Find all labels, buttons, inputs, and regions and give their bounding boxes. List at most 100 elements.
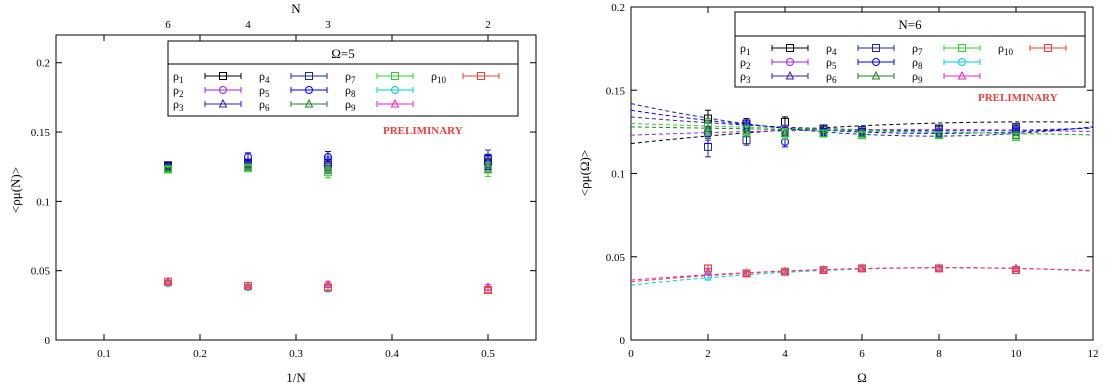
legend-label-subscript: 1 [746, 47, 751, 57]
data-point [484, 286, 492, 295]
chart-right: 0 2 4 6 8 10 12 00.050.10.150.2 Ω <ρμ(Ω)> N=6 … [577, 2, 1099, 385]
legend-label-subscript: 2 [746, 61, 751, 71]
y-tick-label: 0 [620, 335, 626, 347]
legend-label-subscript: 4 [265, 75, 270, 85]
y-tick-label: 0.05 [606, 252, 626, 264]
preliminary-annotation: PRELIMINARY [978, 92, 1058, 104]
data-point [244, 281, 252, 290]
legend-label-subscript: 9 [351, 103, 356, 113]
data-point [244, 153, 252, 161]
legend-marker [219, 86, 227, 94]
legend-label-subscript: 5 [265, 89, 270, 99]
x-tick-label: 0.2 [193, 348, 207, 360]
y-axis-label: <ρμ(Ω)> [577, 150, 592, 196]
legend-marker [1044, 44, 1052, 52]
y-tick-label: 0.15 [606, 85, 626, 97]
legend-entry-rho-8: ρ8 [345, 83, 414, 99]
legend-label-subscript: 8 [351, 89, 356, 99]
legend-marker [305, 86, 313, 94]
data-point [742, 269, 751, 278]
x-tick-label: 12 [1088, 348, 1099, 360]
legend-label-subscript: 7 [351, 75, 356, 85]
legend-entry-rho-6: ρ6 [826, 69, 895, 85]
legend-label-subscript: 2 [179, 89, 184, 99]
legend-label-subscript: 4 [832, 47, 837, 57]
legend-label: ρ5 [826, 55, 837, 71]
legend-entry-rho-9: ρ9 [912, 69, 981, 85]
x-axis-ticks: 0 2 4 6 8 10 12 [628, 7, 1099, 360]
legend-entry-rho-9: ρ9 [345, 97, 414, 113]
legend-marker [218, 98, 228, 108]
top-tick-label: 3 [325, 19, 331, 31]
y-axis-label: <ρμ(N)> [8, 167, 23, 213]
y-tick-label: 0.05 [31, 266, 51, 278]
legend-label-subscript: 3 [179, 103, 184, 113]
legend-entry-rho-4: ρ4 [826, 41, 895, 57]
x-tick-label: 4 [782, 348, 788, 360]
legend-marker [958, 58, 966, 66]
y-axis-ticks: 0 0.05 0.1 0.15 0.2 [31, 58, 536, 347]
y-tick-label: 0.1 [36, 196, 50, 208]
legend-label: ρ1 [740, 41, 751, 57]
legend-label-subscript: 5 [832, 61, 837, 71]
data-point [819, 129, 828, 138]
y-axis-ticks: 0 0.05 0.1 0.15 0.2 [606, 2, 1093, 347]
data-point [781, 267, 789, 276]
data-point [1012, 132, 1020, 141]
data-point [858, 264, 866, 273]
data-point [323, 283, 332, 292]
y-tick-label: 0.15 [31, 127, 51, 139]
x-tick-label: 0.5 [481, 348, 495, 360]
x-tick-label: 8 [936, 348, 942, 360]
legend-marker [872, 58, 880, 66]
x-axis-label: Ω [857, 370, 867, 385]
legend-marker [219, 72, 227, 80]
legend-label-subscript: 6 [832, 75, 837, 85]
legend-title: N=6 [898, 17, 922, 32]
series-rho-7 [704, 118, 1020, 141]
legend-title: Ω=5 [331, 46, 355, 61]
data-points [163, 149, 493, 295]
series-rho-7 [164, 162, 492, 179]
x-axis-label: 1/N [286, 370, 306, 385]
legend-label-subscript: 10 [1004, 47, 1014, 57]
legend-marker [786, 58, 794, 66]
legend-entry-rho-2: ρ2 [740, 55, 809, 71]
legend-label: ρ2 [173, 83, 184, 99]
legend-label: ρ3 [740, 69, 751, 85]
legend-label: ρ7 [912, 41, 923, 57]
data-point [935, 264, 943, 273]
legend-entry-rho-3: ρ3 [740, 69, 809, 85]
legend-label: ρ5 [259, 83, 270, 99]
preliminary-annotation: PRELIMINARY [383, 125, 463, 137]
data-points [703, 109, 1021, 281]
legend-marker [305, 72, 313, 80]
data-point [323, 168, 332, 177]
legend-entry-rho-4: ρ4 [259, 69, 328, 85]
legend-marker [477, 72, 485, 80]
legend-label-subscript: 10 [437, 75, 447, 85]
legend-label: ρ1 [173, 69, 184, 85]
data-point [1012, 266, 1020, 275]
legend-label: ρ4 [259, 69, 270, 85]
legend-entry-rho-5: ρ5 [259, 83, 328, 99]
data-point [858, 131, 866, 140]
chart-left: 0.1 0.2 0.3 0.4 0.5 0 0.05 0.1 0.15 0.2 6 4 3 2 N 1… [8, 1, 537, 385]
legend-entry-rho-2: ρ2 [173, 83, 242, 99]
legend-label: ρ6 [826, 69, 837, 85]
series-rho-10 [164, 277, 492, 295]
legend-label-subscript: 9 [918, 75, 923, 85]
legend-entry-rho-1: ρ1 [740, 41, 809, 57]
legend-label: ρ4 [826, 41, 837, 57]
legend-label-subscript: 3 [746, 75, 751, 85]
legend-marker [872, 44, 880, 52]
top-axis-ticks: 6 4 3 2 [165, 19, 491, 31]
data-point [819, 266, 828, 275]
legend-label: ρ2 [740, 55, 751, 71]
data-point [781, 129, 789, 138]
data-point [704, 122, 712, 131]
legend-entry-rho-5: ρ5 [826, 55, 895, 71]
legend-label: ρ7 [345, 69, 356, 85]
